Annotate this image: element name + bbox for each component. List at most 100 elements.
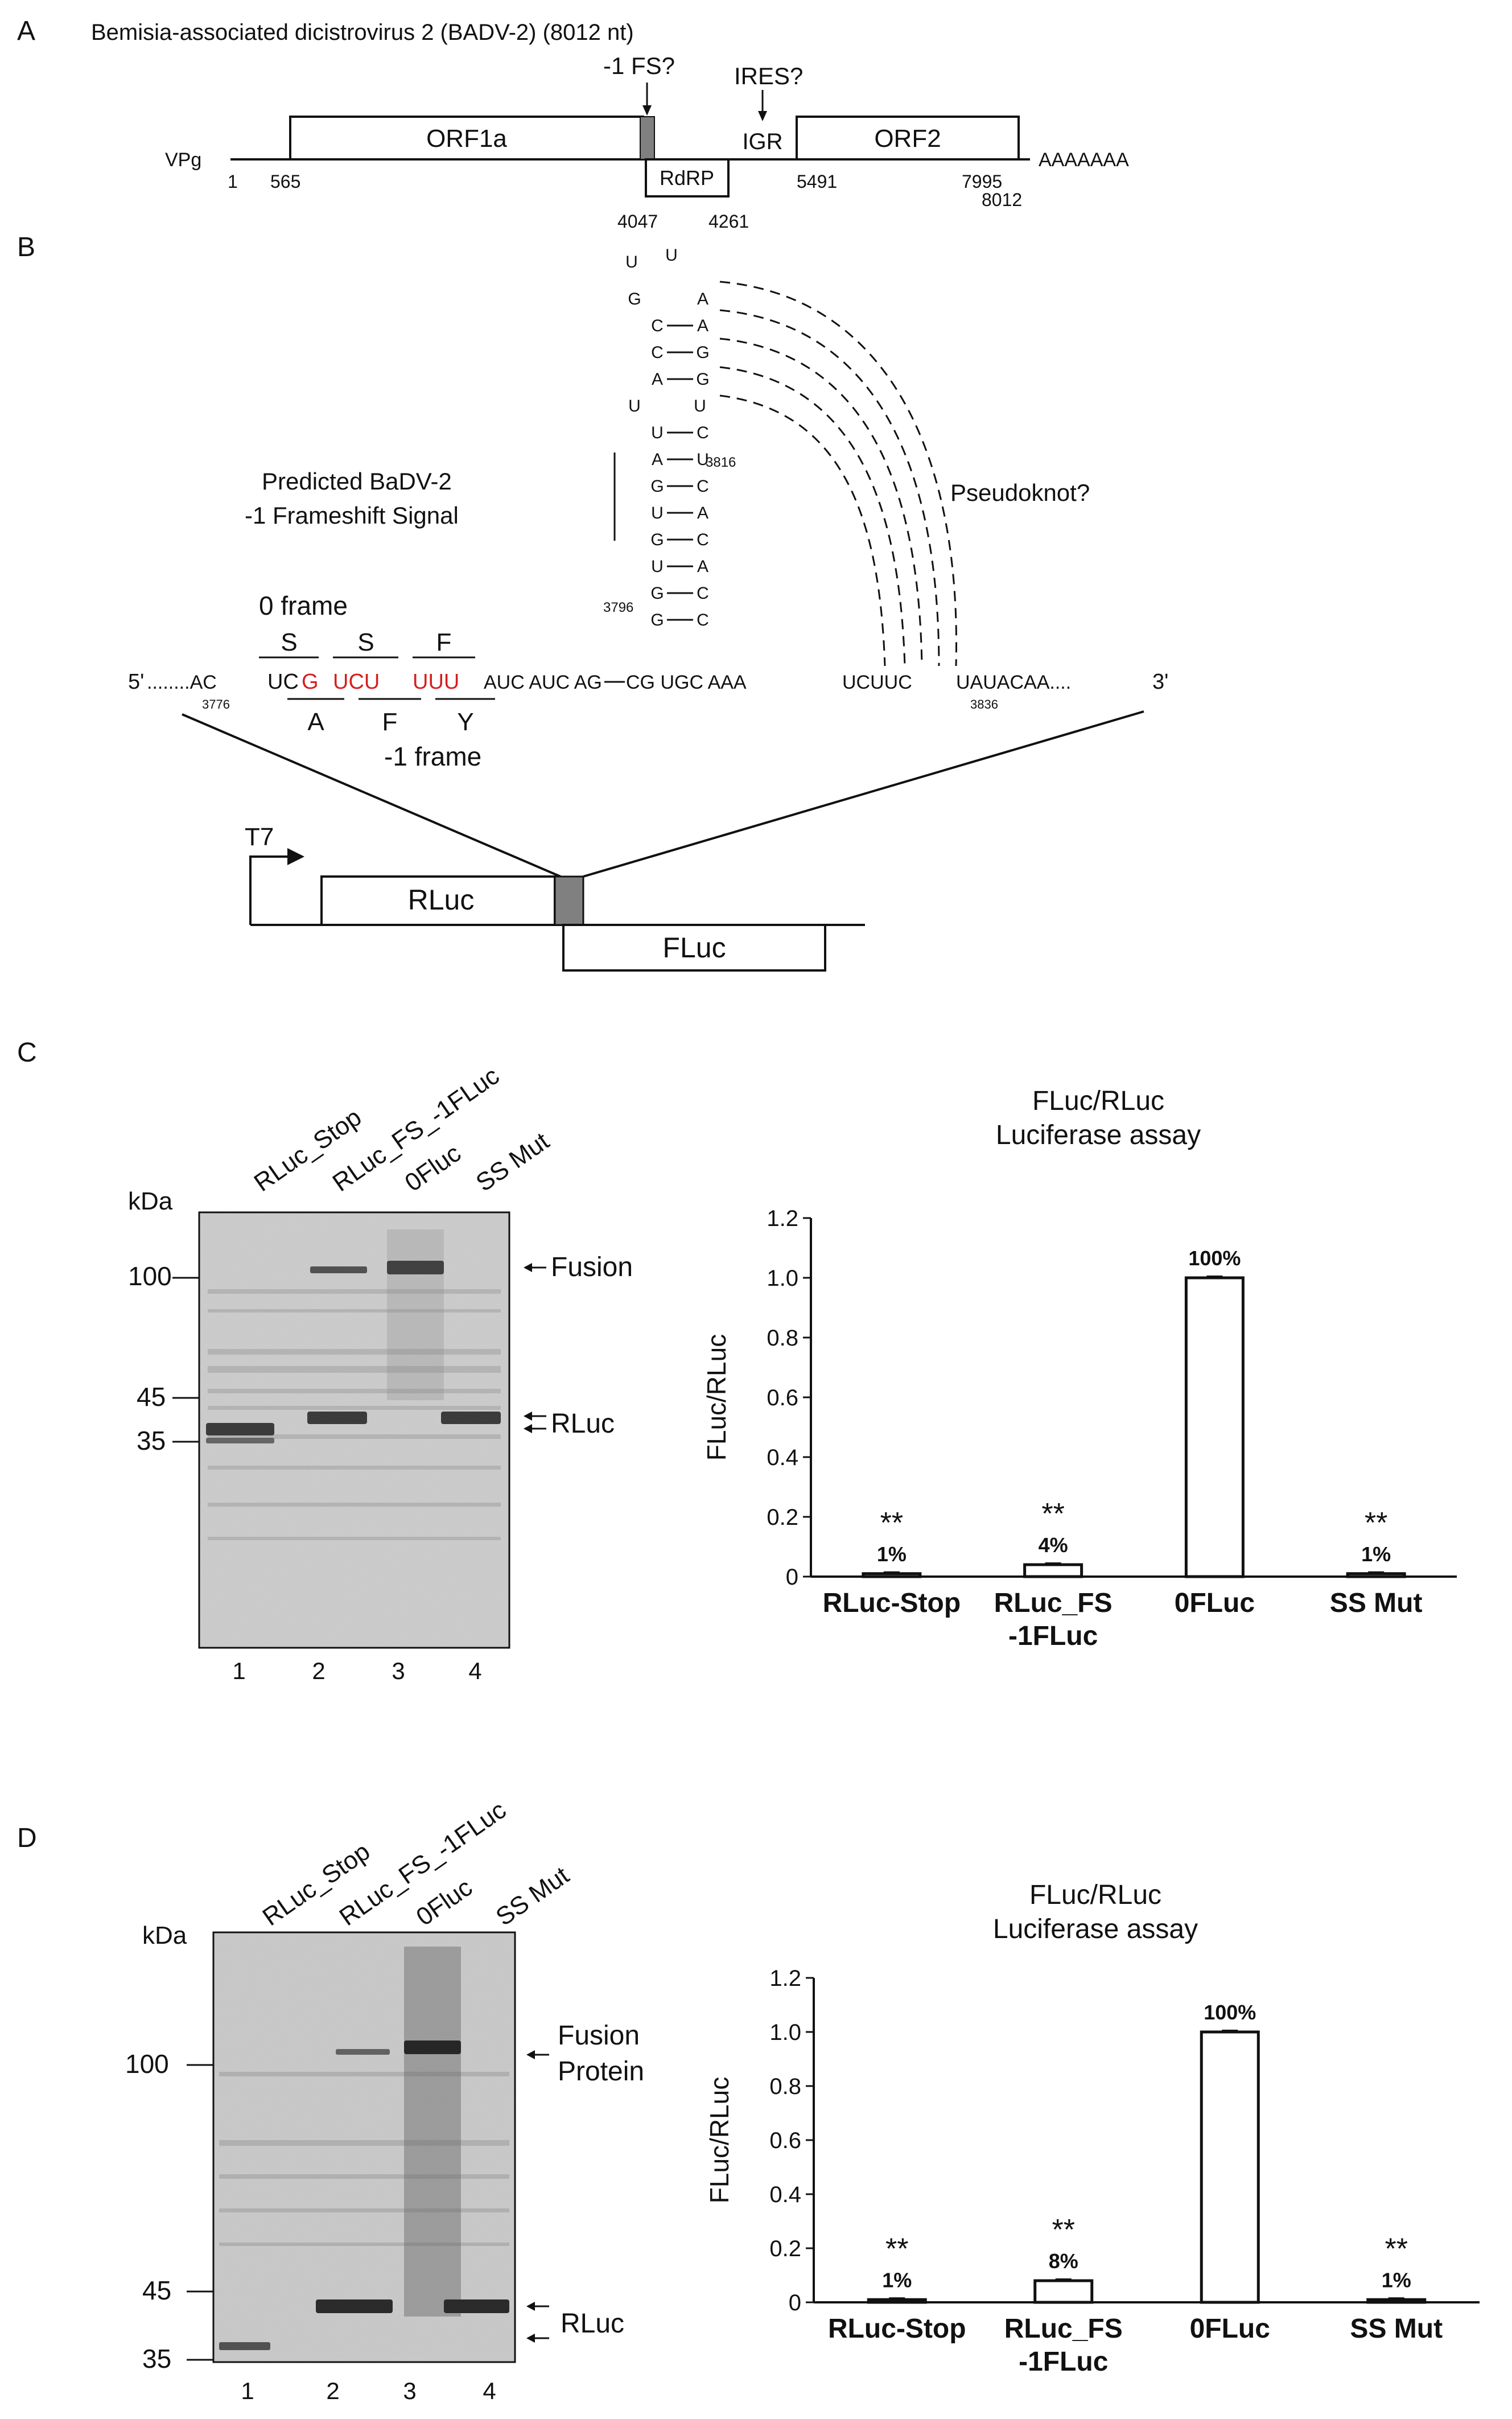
stem-nt-left: U [628,397,641,415]
frameshift-site [640,116,655,160]
y-tick-label: 0.4 [767,1445,798,1470]
igr-label: IGR [742,129,782,154]
y-tick-label: 0 [789,2290,801,2315]
significance-mark: ** [885,2232,908,2265]
stem-nt-right: C [697,530,709,549]
panel-d: D RLuc_Stop RLuc_FS_-1FLuc 0Fluc SS Mut … [17,1796,1480,2404]
kda-label-d: kDa [142,1922,187,1949]
stem-nt-right: U [694,397,706,415]
pos-3836: 3836 [970,697,998,711]
stem-nt-left: U [651,423,664,442]
y-tick-label: 0 [786,1565,798,1590]
stem-nt-left: U [625,253,638,271]
category-label: RLuc_FS [994,1588,1113,1618]
pseudoknot-arcs [719,281,958,667]
chart-d-title2: Luciferase assay [993,1914,1198,1944]
pos-4047: 4047 [617,211,658,232]
marker-35: 35 [137,1426,166,1455]
stem-nt-left: A [652,370,663,389]
marker-45: 45 [137,1382,166,1412]
t7-arrow-icon [287,848,304,865]
gel-image-d [212,1931,516,2363]
rluc-label: RLuc [551,1409,615,1439]
stem-nt-left: U [651,504,664,523]
significance-mark: ** [1365,1507,1387,1540]
lane-number-2: 2 [312,1657,325,1684]
y-tick-label: 1.0 [767,1266,798,1291]
t7-label: T7 [245,823,274,851]
seq-right1: CG UGC AAA [626,672,747,693]
orf2-label: ORF2 [874,125,941,153]
panel-c: C RLuc_Stop RLuc_FS_-1FLuc 0Fluc SS Mut … [17,1038,1457,1684]
genome-title: Bemisia-associated dicistrovirus 2 (BADV… [91,20,634,45]
pos-5491: 5491 [797,171,837,192]
category-label: 0FLuc [1175,1588,1255,1618]
significance-mark: ** [1052,2214,1075,2247]
data-label: 1% [1361,1542,1391,1566]
y-tick-label: 1.0 [769,2020,801,2045]
fs-label: -1 FS? [603,52,675,79]
lane-d-number-3: 3 [403,2377,416,2404]
data-label: 100% [1204,2001,1256,2024]
pos-1: 1 [228,171,238,192]
bar [1346,1572,1406,1578]
category-label: -1FLuc [1019,2347,1108,2377]
stem-nt-right: C [697,477,709,496]
kda-label: kDa [128,1187,173,1215]
y-axis-label: FLuc/RLuc [702,1334,731,1461]
lane-number-3: 3 [392,1657,405,1684]
stem-nt-right: A [697,557,708,576]
y-tick-label: 0.8 [767,1326,798,1351]
data-label: 8% [1049,2249,1078,2273]
bar [862,1572,922,1578]
y-tick-label: 0.2 [769,2236,801,2261]
panel-b: B Predicted BaDV-2 -1 Frameshift Signal … [17,232,1168,972]
stem-nt-right: U [697,450,709,469]
rluc-d-label: RLuc [561,2309,624,2339]
marker-100: 100 [128,1261,172,1291]
chart-c-title2: Luciferase assay [996,1120,1201,1150]
significance-mark: ** [1041,1498,1064,1531]
stem-nt-left: A [652,450,663,469]
data-label: 1% [877,1542,907,1566]
pos-565: 565 [270,171,300,192]
stem-nt-right: U [665,246,678,265]
panel-d-letter: D [17,1823,37,1853]
category-label: 0FLuc [1190,2314,1270,2344]
stem-loop: U UG AC AC GA GU UU CA UG CU AG CU AG CG C [625,246,710,630]
stem-nt-right: A [697,290,708,308]
stem-nt-left: C [651,316,664,335]
y-axis-label: FLuc/RLuc [704,2077,734,2203]
codon-bottom-3: Y [457,708,473,736]
codon-top-3: F [436,628,452,656]
panel-a: A Bemisia-associated dicistrovirus 2 (BA… [17,16,1129,232]
data-label: 100% [1188,1246,1241,1270]
pos-3776: 3776 [202,697,230,711]
seq-red-g: G [302,670,319,694]
stem-nt-left: G [650,477,664,496]
rdrp-label: RdRP [660,166,714,190]
bar [1200,2030,1260,2304]
significance-mark: ** [880,1507,903,1540]
stem-nt-right: C [697,611,709,630]
lane-number-4: 4 [468,1657,481,1684]
rluc-arrow-2-icon [524,1424,532,1433]
three-prime: 3' [1152,670,1168,694]
pos-3796: 3796 [603,600,633,615]
data-label: 1% [1382,2268,1411,2292]
marker-d-45: 45 [142,2276,171,2305]
pseudoknot-label: Pseudoknot? [950,479,1090,506]
stem-nt-left: G [650,530,664,549]
stem-nt-right: C [697,423,709,442]
seq-mid: AUC AUC AG [484,672,602,693]
fusion-d-arrow-icon [526,2050,535,2059]
orf1a-label: ORF1a [426,125,507,153]
category-label: -1FLuc [1008,1621,1098,1651]
fusion-d-label1: Fusion [558,2021,640,2051]
codon-bottom-2: F [382,708,398,736]
panel-a-letter: A [17,16,35,46]
zoom-line-right [583,710,1144,878]
pos-4261: 4261 [708,211,749,232]
fusion-arrow-icon [524,1263,532,1272]
